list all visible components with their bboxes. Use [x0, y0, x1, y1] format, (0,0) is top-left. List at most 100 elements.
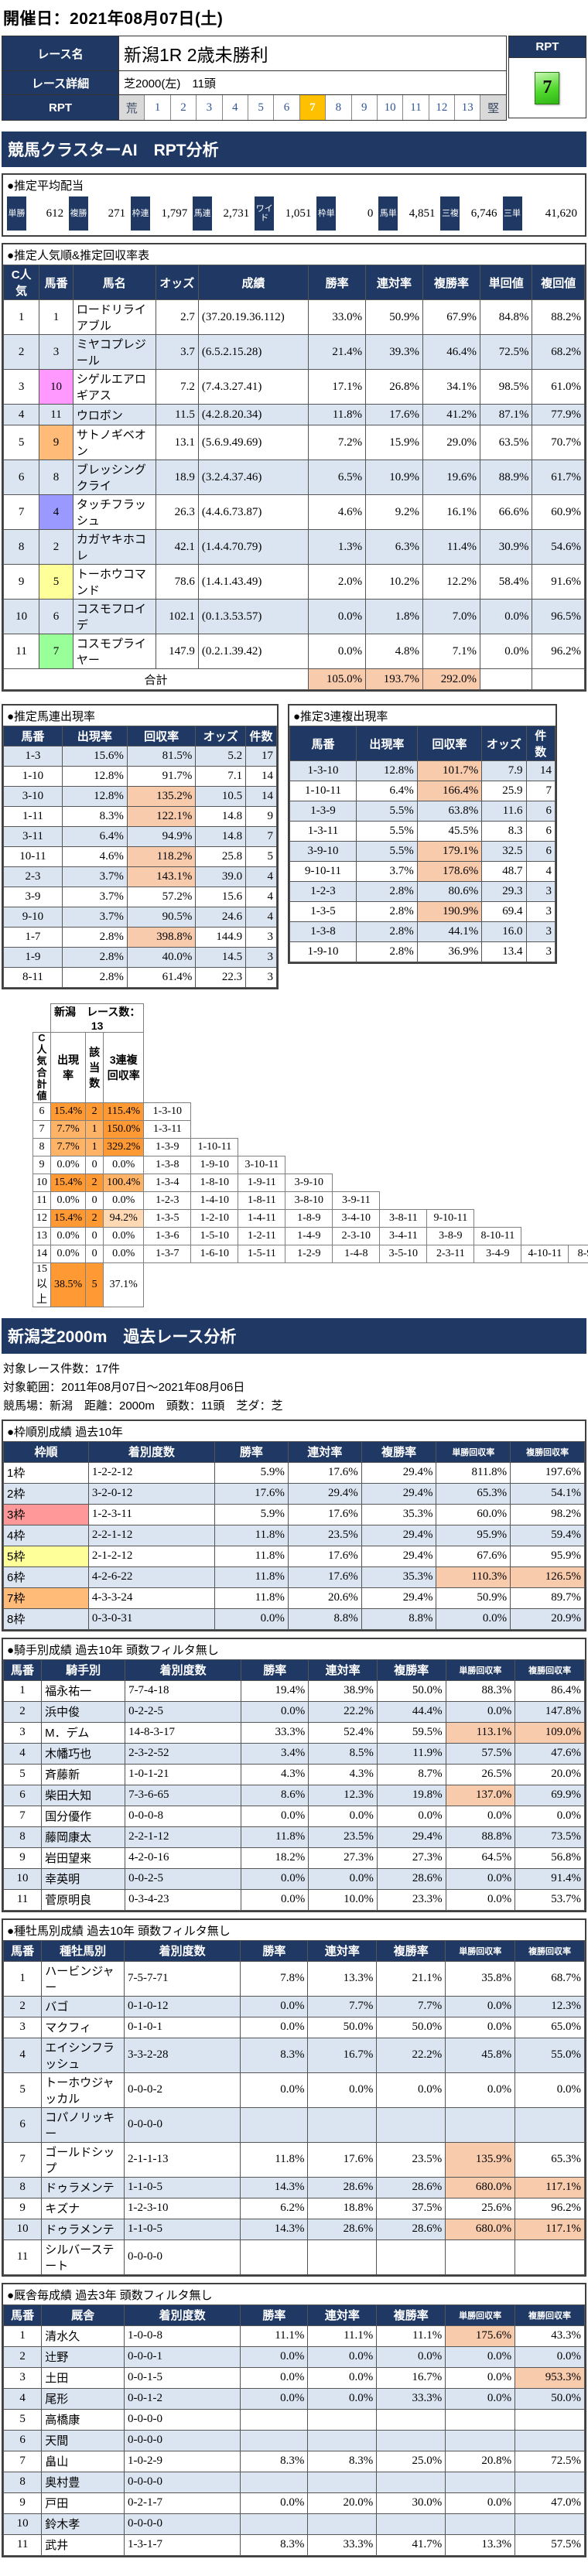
- cell: 39.0: [196, 867, 246, 887]
- sire-stats-label: ●種牡馬別成績 過去10年 頭数フィルタ無し: [3, 1920, 585, 1940]
- cell: 幸英明: [42, 1868, 125, 1889]
- cell: ロードリライアブル: [73, 300, 156, 335]
- cell: コパノリッキー: [42, 2107, 125, 2142]
- cell: 1-3-1-7: [125, 2534, 241, 2555]
- cell: 178.6%: [417, 862, 482, 882]
- cell: [446, 2409, 515, 2430]
- combo-cell: 1-3-6: [144, 1227, 191, 1245]
- cell: 10: [4, 600, 39, 634]
- cell: 5: [246, 847, 277, 867]
- cell: 9: [4, 2492, 42, 2513]
- cell: 4-3-3-24: [88, 1587, 214, 1608]
- target-date-range: 対象範囲：2011年08月07日～2021年08月06日: [3, 1379, 585, 1395]
- cell: 11.4%: [423, 530, 480, 565]
- cell: [308, 2107, 377, 2142]
- cell: 7.8%: [241, 1961, 308, 1996]
- cell: [446, 2107, 515, 2142]
- rpt-scale-cell: 2: [171, 95, 197, 120]
- cell: 8.7%: [377, 1764, 446, 1785]
- cell: 2.8%: [356, 922, 417, 942]
- cell: 117.1%: [515, 2219, 585, 2239]
- race-detail: 芝2000(左) 11頭: [119, 71, 506, 94]
- cell: 135.9%: [446, 2142, 515, 2177]
- hit-count: 2: [86, 1209, 104, 1227]
- column-header: 勝率: [241, 2304, 308, 2325]
- cell: 30.0%: [377, 2492, 446, 2513]
- cell: 0-0-0-0: [125, 2430, 241, 2451]
- cell: 柴田大知: [42, 1785, 125, 1806]
- cell: マクフィ: [42, 2017, 125, 2038]
- cell: 29.4%: [361, 1525, 436, 1546]
- cell: [515, 2107, 585, 2142]
- combo-cell: 3-8-9: [427, 1227, 474, 1245]
- column-header: オッズ: [196, 726, 246, 746]
- cell: 88.2%: [532, 300, 585, 335]
- cell: 19.8%: [377, 1785, 446, 1806]
- cell: 0.0%: [480, 634, 532, 669]
- combo-cell: 1-4-9: [285, 1227, 333, 1245]
- payout-box-label: ●推定平均配当: [3, 175, 585, 195]
- cell: 12.2%: [423, 565, 480, 600]
- cell: 102.1: [156, 600, 198, 634]
- cell: 3枠: [4, 1504, 89, 1525]
- cell: 98.2%: [511, 1504, 585, 1525]
- cell: 8.3%: [241, 2451, 308, 2472]
- cell: 96.2%: [515, 2198, 585, 2219]
- cell: 4: [4, 1743, 42, 1764]
- hit-count: 1: [86, 1120, 104, 1138]
- cell: [377, 2239, 446, 2274]
- combo-cell: 8-9-10: [569, 1245, 588, 1262]
- hit-count: 0: [86, 1227, 104, 1245]
- cell: 7: [4, 1806, 42, 1826]
- cell: 0.0%: [309, 634, 366, 669]
- column-header: 種牡馬別: [42, 1940, 125, 1961]
- cell: 5.5%: [356, 801, 417, 822]
- cell: 3-9-10: [290, 842, 357, 862]
- cell: 4: [4, 2388, 42, 2409]
- cell: 14.8: [196, 827, 246, 847]
- column-header: 馬番: [290, 726, 357, 761]
- cell: 藤岡康太: [42, 1826, 125, 1847]
- cell: 88.8%: [446, 1826, 515, 1847]
- cell: 14: [526, 761, 556, 781]
- cell: 0.0%: [446, 2072, 515, 2107]
- rpt-scale-cell: 堅: [480, 95, 505, 120]
- cell: 1-10: [4, 767, 63, 787]
- cell: 1.8%: [366, 600, 423, 634]
- cell: 84.8%: [480, 300, 532, 335]
- cell: 1: [4, 1680, 42, 1701]
- payout-type-label: 複勝: [69, 196, 88, 231]
- cell: 9: [4, 565, 39, 600]
- cell: 4-2-0-16: [125, 1847, 241, 1868]
- combo-cell: 1-3-9: [144, 1138, 191, 1156]
- cell: 50.0%: [377, 2017, 446, 2038]
- cluster-col-recovery: 3連複回収率: [104, 1033, 144, 1103]
- cell: 0-1-0-1: [125, 2017, 241, 2038]
- cell: 2.0%: [309, 565, 366, 600]
- cell: 37.5%: [377, 2198, 446, 2219]
- column-header: 連対率: [309, 1659, 378, 1680]
- cell: 88.3%: [446, 1680, 515, 1701]
- cell: 65.3%: [436, 1483, 511, 1504]
- cell: 2: [4, 335, 39, 370]
- cell: 5枠: [4, 1546, 89, 1566]
- cell: 1: [39, 300, 74, 335]
- cell: 0.0%: [241, 1889, 309, 1910]
- target-race-count: 対象レース件数：17件: [3, 1360, 585, 1376]
